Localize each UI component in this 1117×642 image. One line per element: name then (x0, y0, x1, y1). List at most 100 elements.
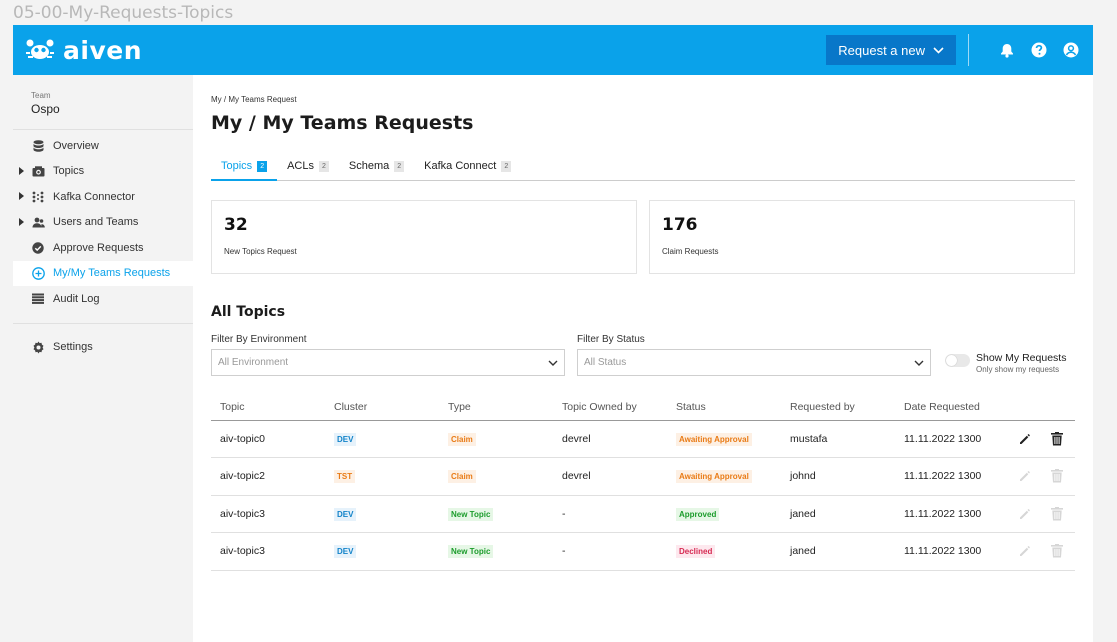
table-row: aiv-topic3 DEV New Topic - Approved jane… (211, 495, 1075, 533)
edit-icon[interactable] (1018, 432, 1032, 446)
team-label: Team (31, 91, 51, 100)
edit-icon (1018, 469, 1032, 483)
sidebar-item-audit-log[interactable]: Audit Log (13, 286, 193, 312)
bell-icon[interactable] (997, 40, 1017, 60)
column-header-type[interactable]: Type (439, 395, 553, 421)
stat-label: New Topics Request (224, 247, 297, 256)
table-row: aiv-topic3 DEV New Topic - Declined jane… (211, 532, 1075, 571)
environment-select[interactable]: All Environment (211, 349, 565, 376)
aiven-crab-icon (26, 39, 54, 59)
tab-count-badge: 2 (319, 161, 329, 172)
cell-date: 11.11.2022 1300 (895, 457, 1009, 496)
sidebar-item-settings[interactable]: Settings (13, 335, 193, 361)
topbar-divider (968, 34, 969, 66)
request-new-button[interactable]: Request a new (826, 35, 956, 65)
sidebar-item-approve-requests[interactable]: Approve Requests (13, 235, 193, 261)
status-select-value: All Status (584, 357, 627, 368)
stats-row: 32 New Topics Request 176 Claim Requests (211, 200, 1075, 274)
delete-icon (1050, 506, 1064, 521)
delete-icon (1050, 544, 1064, 558)
users-icon (31, 215, 45, 229)
expand-caret-icon[interactable] (19, 217, 24, 226)
sidebar-item-my-teams-requests[interactable]: My/My Teams Requests (13, 260, 193, 286)
edit-icon (1018, 507, 1032, 521)
tab-kafka-connect[interactable]: Kafka Connect 2 (414, 160, 521, 181)
topics-icon (31, 164, 45, 178)
cell-date: 11.11.2022 1300 (895, 420, 1009, 458)
logo[interactable]: aiven (25, 36, 142, 65)
cell-requested-by: janed (781, 532, 895, 571)
sidebar-divider (13, 129, 193, 130)
status-badge: Approved (676, 507, 720, 521)
tab-label: Topics (221, 160, 253, 172)
tab-label: Schema (348, 160, 390, 172)
environment-filter-label: Filter By Environment (211, 334, 307, 345)
sidebar-item-users-and-teams[interactable]: Users and Teams (13, 210, 193, 236)
cell-requested-by: janed (781, 495, 895, 533)
status-filter-label: Filter By Status (577, 334, 645, 345)
table-row: aiv-topic0 DEV Claim devrel Awaiting App… (211, 420, 1075, 458)
tab-acls[interactable]: ACLs 2 (277, 160, 339, 181)
cell-owner: - (553, 532, 667, 571)
column-header-topic[interactable]: Topic (211, 395, 325, 421)
topics-table: Topic Cluster Type Topic Owned by Status… (211, 395, 1075, 571)
edit-icon (1018, 544, 1032, 558)
cell-requested-by: mustafa (781, 420, 895, 458)
plus-circle-icon (31, 266, 45, 280)
team-block: Team Ospo (13, 75, 193, 116)
delete-icon (1050, 469, 1064, 483)
column-header-cluster[interactable]: Cluster (325, 395, 439, 421)
stat-card-new-topics: 32 New Topics Request (211, 200, 637, 274)
status-badge: Awaiting Approval (676, 432, 752, 446)
cell-date: 11.11.2022 1300 (895, 495, 1009, 533)
check-circle-icon (31, 241, 45, 255)
sidebar-item-label: My/My Teams Requests (53, 267, 171, 280)
column-header-requested-by[interactable]: Requested by (781, 395, 895, 421)
stat-card-claim-requests: 176 Claim Requests (649, 200, 1075, 274)
column-header-date[interactable]: Date Requested (895, 395, 1009, 421)
cell-topic: aiv-topic2 (211, 457, 325, 496)
request-tabs: Topics 2 ACLs 2 Schema 2 Kafka Connect 2 (211, 160, 1075, 181)
cell-topic: aiv-topic3 (211, 532, 325, 571)
sidebar-item-label: Users and Teams (53, 216, 139, 229)
chevron-down-icon (548, 360, 558, 366)
top-bar: aiven Request a new (13, 25, 1093, 75)
cell-requested-by: johnd (781, 457, 895, 496)
tab-label: Kafka Connect (424, 160, 497, 172)
column-header-status[interactable]: Status (667, 395, 781, 421)
show-my-requests-toggle[interactable] (945, 354, 970, 367)
sidebar-nav: Overview Topics Kafka Connector (13, 133, 193, 360)
sidebar: Team Ospo Overview Topics (13, 75, 193, 642)
tab-label: ACLs (287, 160, 314, 172)
sidebar-item-kafka-connector[interactable]: Kafka Connector (13, 184, 193, 210)
cell-owner: - (553, 495, 667, 533)
sidebar-item-overview[interactable]: Overview (13, 133, 193, 159)
tab-topics[interactable]: Topics 2 (211, 160, 278, 181)
cell-topic: aiv-topic3 (211, 495, 325, 533)
sidebar-item-topics[interactable]: Topics (13, 159, 193, 185)
environment-select-value: All Environment (218, 357, 289, 368)
expand-caret-icon[interactable] (19, 166, 24, 175)
cell-owner: devrel (553, 420, 667, 458)
page-title: My / My Teams Requests (211, 112, 474, 134)
cluster-tag: TST (334, 470, 356, 484)
delete-icon[interactable] (1050, 431, 1064, 446)
user-account-icon[interactable] (1061, 40, 1081, 60)
logo-text: aiven (63, 35, 142, 65)
type-tag: New Topic (448, 507, 494, 521)
sidebar-divider (13, 322, 193, 324)
chevron-down-icon (933, 46, 944, 54)
help-icon[interactable] (1029, 40, 1049, 60)
filters-row: Filter By Environment All Environment Fi… (211, 334, 1075, 376)
cell-owner: devrel (553, 457, 667, 496)
column-header-owner[interactable]: Topic Owned by (553, 395, 667, 421)
expand-caret-icon[interactable] (19, 192, 24, 200)
type-tag: New Topic (448, 545, 494, 559)
tab-count-badge: 2 (257, 161, 268, 172)
status-badge: Declined (676, 545, 716, 559)
tab-schema[interactable]: Schema 2 (339, 160, 414, 181)
status-filter: Filter By Status All Status (577, 334, 931, 376)
cluster-tag: DEV (334, 432, 357, 446)
gear-icon (31, 340, 45, 354)
status-select[interactable]: All Status (577, 349, 931, 376)
